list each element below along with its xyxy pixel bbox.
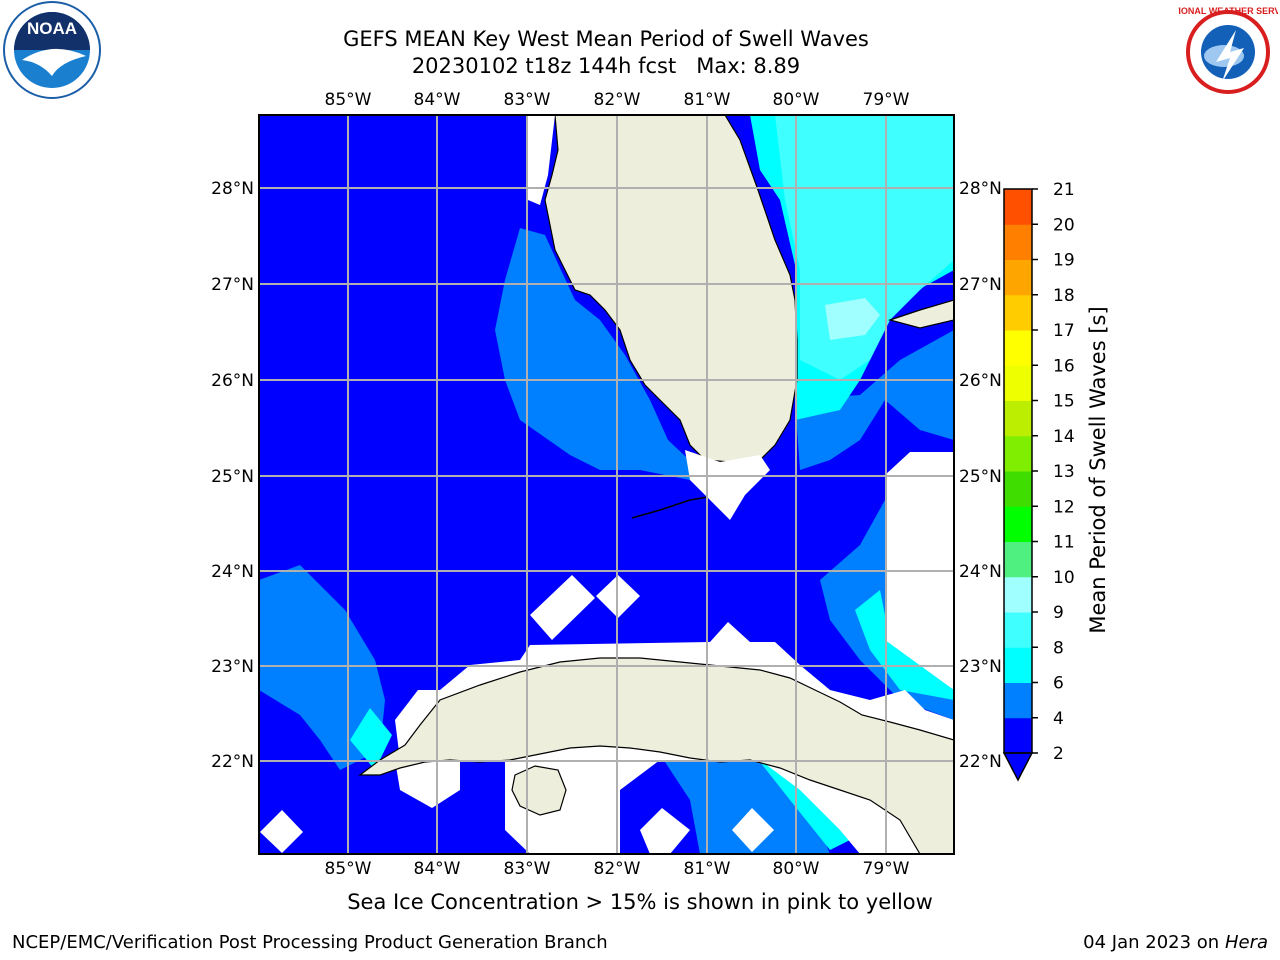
noaa-logo-text: NOAA: [27, 19, 77, 38]
colorbar-label: Mean Period of Swell Waves [s]: [1086, 306, 1110, 634]
colorbar-tick-label: 21: [1053, 180, 1075, 200]
footer-left: NCEP/EMC/Verification Post Processing Pr…: [12, 932, 608, 953]
chart-title-line1: GEFS MEAN Key West Mean Period of Swell …: [343, 27, 869, 51]
swell-band-7-8-east: [775, 115, 954, 380]
colorbar-segment: [1004, 612, 1032, 648]
colorbar-tick-label: 12: [1053, 497, 1075, 517]
swell-band-4-6-west: [259, 565, 385, 770]
lon-tick-top: 83°W: [504, 90, 551, 110]
lat-tick-right: 22°N: [959, 752, 1002, 772]
colorbar-tick-label: 16: [1053, 356, 1075, 376]
colorbar-tick-label: 11: [1053, 533, 1075, 553]
map-gridlines: [259, 115, 954, 854]
colorbar-tick-label: 4: [1053, 709, 1064, 729]
lat-tick-right: 25°N: [959, 467, 1002, 487]
colorbar-segment: [1004, 471, 1032, 507]
no-data-cuba-west: [395, 760, 460, 808]
swell-band-4-6-bahamas: [820, 500, 954, 720]
footer-date: 04 Jan 2023 on: [1083, 932, 1225, 953]
lon-tick-top: 85°W: [325, 90, 372, 110]
land-cuba: [358, 657, 954, 854]
colorbar-segment: [1004, 365, 1032, 401]
colorbar-tick-label: 8: [1053, 638, 1064, 658]
colorbar-segment: [1004, 224, 1032, 260]
lat-tick-left: 23°N: [211, 657, 254, 677]
swell-band-4-6-east: [795, 330, 954, 470]
no-data-diamond-3: [260, 810, 303, 853]
lon-tick-bottom: 81°W: [684, 859, 731, 879]
land-bahamas: [887, 299, 954, 329]
lon-tick-bottom: 85°W: [325, 859, 372, 879]
lat-tick-left: 27°N: [211, 275, 254, 295]
nws-logo-text: NATIONAL WEATHER SERVICE: [1178, 6, 1278, 16]
lat-tick-left: 25°N: [211, 467, 254, 487]
colorbar-tick-label: 13: [1053, 462, 1075, 482]
swell-band-6-7-bahamas: [855, 590, 954, 700]
colorbar-segment: [1004, 576, 1032, 613]
no-data-diamond-4: [640, 808, 690, 854]
map-frame: [258, 114, 955, 855]
colorbar-segment: [1004, 541, 1032, 578]
lon-tick-bottom: 83°W: [504, 859, 551, 879]
colorbar-tick-label: 2: [1053, 744, 1064, 764]
lon-tick-bottom: 84°W: [414, 859, 461, 879]
swell-band-4-6-gulf: [495, 228, 700, 480]
colorbar-tick-label: 18: [1053, 286, 1075, 306]
colorbar-tick-label: 10: [1053, 568, 1075, 588]
lon-tick-top: 79°W: [863, 90, 910, 110]
colorbar-segments: [1004, 189, 1032, 754]
colorbar-tick-label: 17: [1053, 321, 1075, 341]
colorbar-tick-label: 9: [1053, 603, 1064, 623]
swell-band-6-7-south: [760, 762, 850, 850]
lon-tick-top: 81°W: [684, 90, 731, 110]
chart-title-line2: 20230102 t18z 144h fcst Max: 8.89: [411, 54, 801, 78]
no-data-diamond-1: [530, 575, 595, 640]
lon-tick-top: 82°W: [594, 90, 641, 110]
lat-tick-left: 28°N: [211, 179, 254, 199]
lon-tick-bottom: 79°W: [863, 859, 910, 879]
lon-tick-bottom: 82°W: [594, 859, 641, 879]
no-data-gulf-coast: [528, 115, 555, 205]
swell-band-8-9: [825, 298, 880, 340]
colorbar-tick-label: 19: [1053, 251, 1075, 271]
lon-tick-top: 84°W: [414, 90, 461, 110]
sea-ice-note: Sea Ice Concentration > 15% is shown in …: [347, 890, 933, 914]
footer-machine: Hera: [1224, 932, 1268, 953]
lat-tick-left: 24°N: [211, 562, 254, 582]
colorbar-tick-label: 20: [1053, 215, 1075, 235]
colorbar-segment: [1004, 435, 1032, 472]
lat-tick-left: 22°N: [211, 752, 254, 772]
nws-logo: NATIONAL WEATHER SERVICE: [1178, 6, 1278, 94]
colorbar-tick-label: 14: [1053, 427, 1075, 447]
colorbar-segment: [1004, 330, 1032, 366]
colorbar-tick-label: 15: [1053, 392, 1075, 412]
lat-tick-right: 27°N: [959, 275, 1002, 295]
colorbar-extend-triangle: [1002, 752, 1034, 782]
lon-tick-top: 80°W: [773, 90, 820, 110]
colorbar-segment: [1004, 294, 1032, 331]
noaa-logo: NOAA: [3, 1, 101, 99]
lat-tick-right: 28°N: [959, 179, 1002, 199]
swell-band-6-7-west: [350, 708, 392, 770]
footer-right: 04 Jan 2023 on Hera: [1083, 932, 1268, 953]
land-florida: [544, 115, 798, 463]
colorbar-segment: [1004, 400, 1032, 437]
no-data-diamond-5: [732, 808, 774, 852]
lat-tick-right: 23°N: [959, 657, 1002, 677]
colorbar: 2 4 6 8 9 10 11 12 13 14 15 16 17 18 19 20 21: [1002, 180, 1075, 782]
colorbar-tick-label: 6: [1053, 674, 1064, 694]
colorbar-segment: [1004, 717, 1032, 754]
land-isla-juventud: [511, 765, 567, 816]
colorbar-segment: [1004, 647, 1032, 683]
lat-tick-right: 24°N: [959, 562, 1002, 582]
colorbar-segment: [1004, 189, 1032, 225]
lon-tick-bottom: 80°W: [773, 859, 820, 879]
colorbar-segment: [1004, 682, 1032, 719]
colorbar-ticks: 2 4 6 8 9 10 11 12 13 14 15 16 17 18 19 20 21: [1032, 180, 1075, 764]
colorbar-segment: [1004, 506, 1032, 542]
lat-tick-right: 26°N: [959, 371, 1002, 391]
colorbar-segment: [1004, 259, 1032, 296]
lat-tick-left: 26°N: [211, 371, 254, 391]
